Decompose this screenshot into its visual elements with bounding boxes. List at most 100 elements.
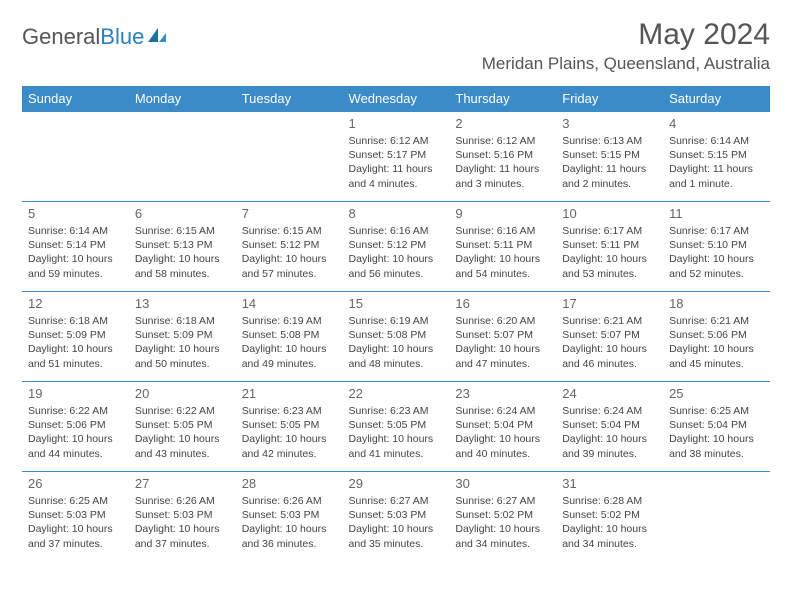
sunrise-line: Sunrise: 6:28 AM: [562, 494, 657, 508]
sunset-line: Sunset: 5:04 PM: [562, 418, 657, 432]
daylight-line: Daylight: 10 hours and 51 minutes.: [28, 342, 123, 370]
daylight-line: Daylight: 10 hours and 59 minutes.: [28, 252, 123, 280]
calendar-cell: 28 Sunrise: 6:26 AMSunset: 5:03 PMDayligh…: [236, 472, 343, 562]
daylight-line: Daylight: 10 hours and 44 minutes.: [28, 432, 123, 460]
day-number: 21: [242, 386, 337, 401]
sunset-line: Sunset: 5:05 PM: [135, 418, 230, 432]
sunset-line: Sunset: 5:08 PM: [242, 328, 337, 342]
calendar-cell: 31Sunrise: 6:28 AMSunset: 5:02 PMDayligh…: [556, 472, 663, 562]
sunrise-line: Sunrise: 6:18 AM: [135, 314, 230, 328]
sunset-line: Sunset: 5:10 PM: [669, 238, 764, 252]
sunrise-line: Sunrise: 6:16 AM: [455, 224, 550, 238]
calendar-cell: 13Sunrise: 6:18 AMSunset: 5:09 PMDayligh…: [129, 292, 236, 382]
calendar-cell: [22, 112, 129, 202]
day-number: 23: [455, 386, 550, 401]
sunrise-line: Sunrise: 6:18 AM: [28, 314, 123, 328]
calendar-cell: 14Sunrise: 6:19 AMSunset: 5:08 PMDayligh…: [236, 292, 343, 382]
daylight-line: Daylight: 11 hours and 1 minute.: [669, 162, 764, 190]
daylight-line: Daylight: 10 hours and 48 minutes.: [349, 342, 444, 370]
day-details: Sunrise: 6:15 AMSunset: 5:12 PMDaylight:…: [242, 224, 337, 281]
day-details: Sunrise: 6:21 AMSunset: 5:06 PMDaylight:…: [669, 314, 764, 371]
calendar-cell: 19Sunrise: 6:22 AMSunset: 5:06 PMDayligh…: [22, 382, 129, 472]
day-number: 4: [669, 116, 764, 131]
day-number: 10: [562, 206, 657, 221]
sunset-line: Sunset: 5:16 PM: [455, 148, 550, 162]
day-number: 12: [28, 296, 123, 311]
sunrise-line: Sunrise: 6:21 AM: [669, 314, 764, 328]
day-number: 6: [135, 206, 230, 221]
sunset-line: Sunset: 5:03 PM: [242, 508, 337, 522]
calendar-week-row: 5Sunrise: 6:14 AMSunset: 5:14 PMDaylight…: [22, 202, 770, 292]
sunset-line: Sunset: 5:03 PM: [135, 508, 230, 522]
calendar-cell: 4 Sunrise: 6:14 AMSunset: 5:15 PMDaylight…: [663, 112, 770, 202]
daylight-line: Daylight: 10 hours and 36 minutes.: [242, 522, 337, 550]
sunrise-line: Sunrise: 6:17 AM: [562, 224, 657, 238]
daylight-line: Daylight: 10 hours and 42 minutes.: [242, 432, 337, 460]
day-number: 7: [242, 206, 337, 221]
calendar-cell: [236, 112, 343, 202]
calendar-cell: 24Sunrise: 6:24 AMSunset: 5:04 PMDayligh…: [556, 382, 663, 472]
header: GeneralBlue May 2024 Meridan Plains, Que…: [22, 18, 770, 82]
sunrise-line: Sunrise: 6:22 AM: [28, 404, 123, 418]
calendar-cell: 23 Sunrise: 6:24 AMSunset: 5:04 PMDayligh…: [449, 382, 556, 472]
daylight-line: Daylight: 10 hours and 56 minutes.: [349, 252, 444, 280]
daylight-line: Daylight: 10 hours and 40 minutes.: [455, 432, 550, 460]
title-block: May 2024 Meridan Plains, Queensland, Aus…: [482, 18, 770, 82]
calendar-cell: 21 Sunrise: 6:23 AMSunset: 5:05 PMDayligh…: [236, 382, 343, 472]
day-number: 17: [562, 296, 657, 311]
daylight-line: Daylight: 10 hours and 47 minutes.: [455, 342, 550, 370]
daylight-line: Daylight: 10 hours and 41 minutes.: [349, 432, 444, 460]
day-number: 3: [562, 116, 657, 131]
day-details: Sunrise: 6:25 AMSunset: 5:04 PMDaylight:…: [669, 404, 764, 461]
day-number: 26: [28, 476, 123, 491]
sunrise-line: Sunrise: 6:24 AM: [455, 404, 550, 418]
calendar-cell: 22Sunrise: 6:23 AMSunset: 5:05 PMDayligh…: [343, 382, 450, 472]
day-number: 24: [562, 386, 657, 401]
sunset-line: Sunset: 5:11 PM: [562, 238, 657, 252]
daylight-line: Daylight: 10 hours and 50 minutes.: [135, 342, 230, 370]
sunset-line: Sunset: 5:02 PM: [455, 508, 550, 522]
day-number: 31: [562, 476, 657, 491]
sunrise-line: Sunrise: 6:19 AM: [349, 314, 444, 328]
sunrise-line: Sunrise: 6:13 AM: [562, 134, 657, 148]
day-number: 28: [242, 476, 337, 491]
day-details: Sunrise: 6:14 AMSunset: 5:14 PMDaylight:…: [28, 224, 123, 281]
daylight-line: Daylight: 10 hours and 37 minutes.: [135, 522, 230, 550]
sunrise-line: Sunrise: 6:23 AM: [242, 404, 337, 418]
sunset-line: Sunset: 5:12 PM: [242, 238, 337, 252]
sunrise-line: Sunrise: 6:26 AM: [135, 494, 230, 508]
calendar-cell: 25Sunrise: 6:25 AMSunset: 5:04 PMDayligh…: [663, 382, 770, 472]
calendar-cell: 9Sunrise: 6:16 AMSunset: 5:11 PMDaylight…: [449, 202, 556, 292]
day-details: Sunrise: 6:19 AMSunset: 5:08 PMDaylight:…: [349, 314, 444, 371]
weekday-saturday: Saturday: [663, 86, 770, 112]
daylight-line: Daylight: 10 hours and 57 minutes.: [242, 252, 337, 280]
weekday-header-row: Sunday Monday Tuesday Wednesday Thursday…: [22, 86, 770, 112]
weekday-friday: Friday: [556, 86, 663, 112]
day-details: Sunrise: 6:14 AMSunset: 5:15 PMDaylight:…: [669, 134, 764, 191]
day-number: 1: [349, 116, 444, 131]
brand-part2: Blue: [100, 24, 144, 49]
sunset-line: Sunset: 5:07 PM: [562, 328, 657, 342]
sunrise-line: Sunrise: 6:25 AM: [669, 404, 764, 418]
sunrise-line: Sunrise: 6:25 AM: [28, 494, 123, 508]
day-details: Sunrise: 6:21 AMSunset: 5:07 PMDaylight:…: [562, 314, 657, 371]
day-details: Sunrise: 6:23 AMSunset: 5:05 PMDaylight:…: [349, 404, 444, 461]
calendar-week-row: 19Sunrise: 6:22 AMSunset: 5:06 PMDayligh…: [22, 382, 770, 472]
day-details: Sunrise: 6:27 AMSunset: 5:03 PMDaylight:…: [349, 494, 444, 551]
sunrise-line: Sunrise: 6:26 AM: [242, 494, 337, 508]
day-number: 15: [349, 296, 444, 311]
calendar-cell: 20Sunrise: 6:22 AMSunset: 5:05 PMDayligh…: [129, 382, 236, 472]
sunset-line: Sunset: 5:05 PM: [349, 418, 444, 432]
sunrise-line: Sunrise: 6:27 AM: [349, 494, 444, 508]
calendar-cell: 17 Sunrise: 6:21 AMSunset: 5:07 PMDayligh…: [556, 292, 663, 382]
daylight-line: Daylight: 10 hours and 46 minutes.: [562, 342, 657, 370]
calendar-cell: 1Sunrise: 6:12 AMSunset: 5:17 PMDaylight…: [343, 112, 450, 202]
daylight-line: Daylight: 10 hours and 49 minutes.: [242, 342, 337, 370]
month-title: May 2024: [482, 18, 770, 52]
day-details: Sunrise: 6:26 AMSunset: 5:03 PMDaylight:…: [135, 494, 230, 551]
calendar-cell: 30Sunrise: 6:27 AMSunset: 5:02 PMDayligh…: [449, 472, 556, 562]
daylight-line: Daylight: 10 hours and 54 minutes.: [455, 252, 550, 280]
weekday-sunday: Sunday: [22, 86, 129, 112]
day-details: Sunrise: 6:24 AMSunset: 5:04 PMDaylight:…: [455, 404, 550, 461]
sunset-line: Sunset: 5:05 PM: [242, 418, 337, 432]
